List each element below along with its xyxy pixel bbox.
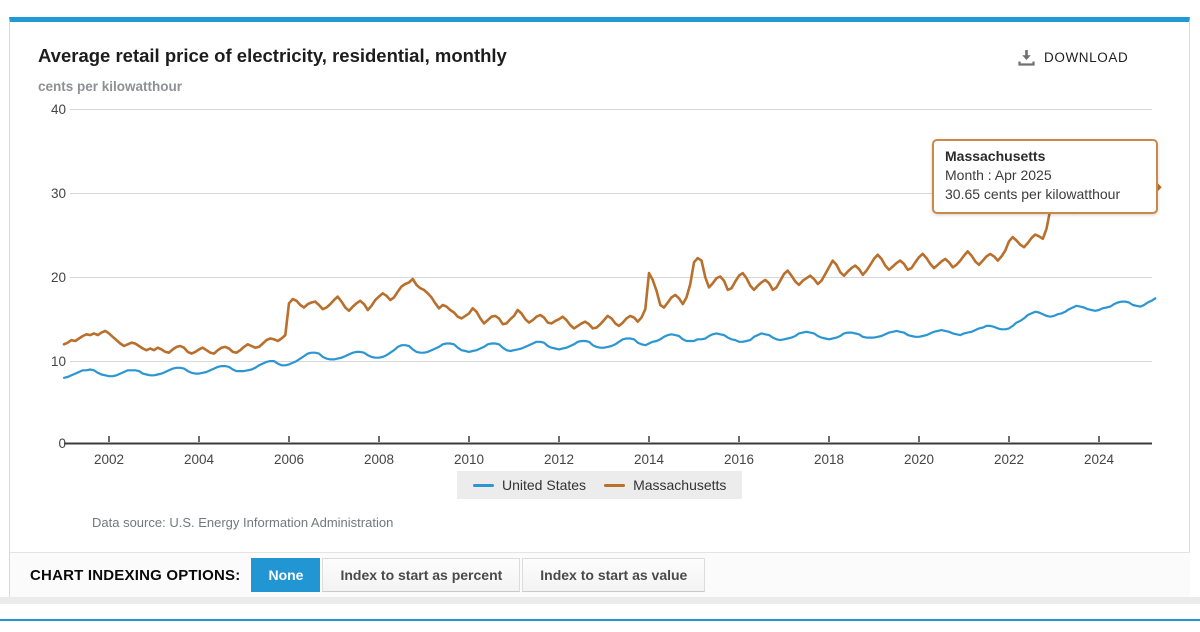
x-tick: 2002 [94, 452, 124, 467]
chart-tooltip: Massachusetts Month : Apr 2025 30.65 cen… [932, 139, 1158, 214]
y-tick-labels: 40 30 20 10 0 [51, 102, 66, 451]
download-label: DOWNLOAD [1044, 50, 1129, 65]
chart-title: Average retail price of electricity, res… [38, 45, 507, 66]
x-tick: 2012 [544, 452, 574, 467]
tooltip-series-name: Massachusetts [945, 148, 1046, 164]
y-tick: 20 [51, 270, 66, 285]
axis-units-label: cents per kilowatthour [38, 79, 183, 94]
indexing-options-label: CHART INDEXING OPTIONS: [30, 566, 241, 584]
x-tick: 2018 [814, 452, 844, 467]
bottom-blue-rule [0, 619, 1200, 621]
data-source: Data source: U.S. Energy Information Adm… [92, 515, 394, 530]
indexing-option-percent[interactable]: Index to start as percent [322, 558, 521, 592]
x-tick: 2014 [634, 452, 665, 467]
x-tick: 2006 [274, 452, 304, 467]
tooltip-value: 30.65 cents per kilowatthour [945, 186, 1121, 202]
legend-item-massachusetts[interactable]: Massachusetts [604, 477, 726, 493]
x-tick: 2024 [1084, 452, 1115, 467]
legend-label: Massachusetts [633, 477, 727, 493]
bottom-gray-strip [0, 597, 1200, 604]
x-tick: 2022 [994, 452, 1024, 467]
download-button[interactable]: DOWNLOAD [1018, 49, 1128, 66]
x-axis [64, 436, 1152, 445]
y-tick: 30 [51, 186, 66, 201]
x-tick: 2008 [364, 452, 394, 467]
x-tick: 2010 [454, 452, 484, 467]
legend: United States Massachusetts [457, 471, 743, 499]
series-line-massachusetts[interactable] [62, 178, 1157, 355]
legend-swatch-united-states [473, 483, 494, 487]
y-tick: 10 [51, 354, 66, 369]
y-tick: 40 [51, 102, 66, 117]
legend-label: United States [502, 477, 587, 493]
indexing-option-none[interactable]: None [251, 558, 321, 592]
y-tick: 0 [58, 436, 66, 451]
x-tick: 2020 [904, 452, 934, 467]
tooltip-month: Month : Apr 2025 [945, 167, 1052, 183]
legend-item-united-states[interactable]: United States [473, 477, 586, 493]
x-tick-labels: 2002 2004 2006 2008 2010 2012 2014 2016 … [94, 452, 1115, 467]
x-tick: 2004 [184, 452, 215, 467]
legend-swatch-massachusetts [604, 483, 626, 487]
series-line-united-states[interactable] [62, 297, 1157, 379]
download-icon [1018, 50, 1035, 66]
x-tick: 2016 [724, 452, 754, 467]
gridlines [70, 109, 1152, 362]
chart-panel [9, 17, 1190, 597]
chart-indexing-bar: CHART INDEXING OPTIONS: None Index to st… [10, 552, 1190, 597]
indexing-option-value[interactable]: Index to start as value [522, 558, 706, 592]
